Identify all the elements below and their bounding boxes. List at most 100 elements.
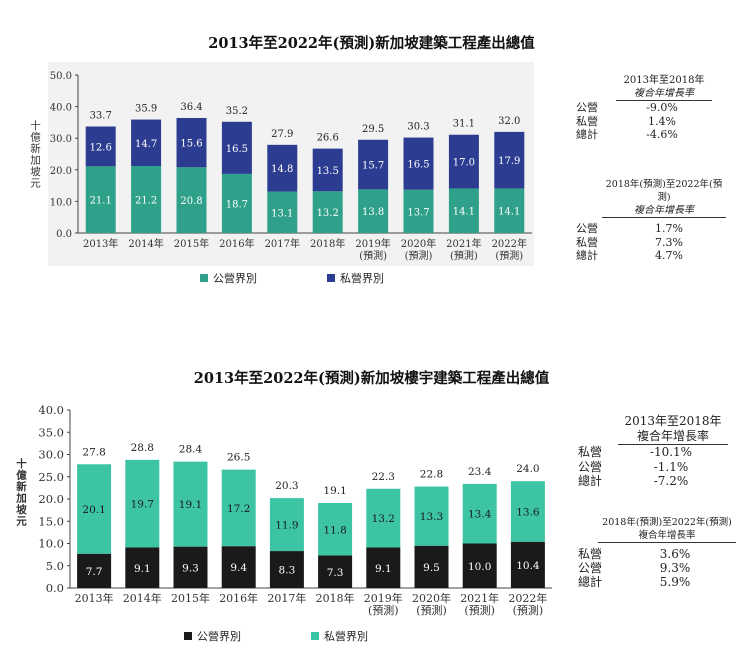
chart2-bar-private	[221, 469, 256, 547]
chart1-cagr-p1-header2: 複合年增長率	[616, 87, 712, 101]
chart2-y-tick-label: 20.0	[38, 492, 64, 506]
chart1-bar-private	[403, 137, 434, 190]
chart2-label-total: 26.5	[227, 452, 250, 464]
chart1-label-public: 14.1	[498, 207, 520, 218]
chart2-bar-public	[77, 553, 112, 588]
chart1-label-public: 13.8	[362, 207, 384, 218]
chart2-label-public: 10.0	[468, 561, 491, 573]
chart1-x-tick-label: 2014年	[128, 237, 163, 250]
chart2-label-public: 10.4	[516, 560, 540, 572]
chart2-bar-public	[221, 546, 256, 588]
chart2-x-tick-label-sub: (預測)	[416, 603, 447, 617]
chart2-bar-public	[125, 547, 160, 588]
chart2-label-public: 9.1	[134, 563, 151, 575]
chart1-x-tick-label: 2017年	[265, 237, 300, 250]
chart2-x-tick-label: 2014年	[123, 591, 162, 605]
chart2-x-tick-label: 2018年	[316, 591, 355, 605]
chart1-cagr-p1-row: 私營 1.4%	[576, 114, 676, 128]
chart2-y-tick-label: 5.0	[46, 559, 64, 573]
chart1-bar-private	[267, 144, 298, 192]
chart2-bar-private	[77, 464, 112, 554]
chart1-label-private: 15.6	[180, 139, 202, 150]
chart1-label-public: 18.7	[226, 199, 248, 210]
chart2-bar-public	[366, 547, 401, 588]
chart2-label-total: 20.3	[275, 480, 298, 492]
chart2-label-private: 19.1	[179, 499, 202, 511]
chart2-label-private: 13.6	[516, 506, 540, 518]
chart1-x-tick-label: 2013年	[83, 237, 118, 250]
chart1-y-tick-label: 50.0	[50, 71, 72, 82]
chart2-label-total: 28.4	[179, 444, 203, 456]
chart1-bar-private	[131, 119, 162, 167]
chart2-bar-private	[366, 488, 401, 548]
chart2-bar-private	[462, 483, 497, 544]
chart2-legend-public-swatch	[184, 632, 192, 640]
chart1-label-total: 36.4	[180, 102, 202, 113]
chart1-bar-public	[494, 188, 525, 233]
chart2-bar-private	[510, 481, 545, 542]
chart2-cagr-p1-header1: 2013年至2018年	[624, 414, 722, 428]
chart2-bar-public	[318, 555, 353, 588]
chart1-label-public: 13.1	[271, 208, 293, 219]
chart1-label-total: 33.7	[90, 111, 112, 122]
chart1-ylabel: 十億新加坡元	[29, 120, 41, 189]
chart1-bar-public	[312, 191, 343, 233]
chart1-x-tick-label: 2020年	[401, 237, 436, 250]
chart2-y-tick-label: 40.0	[38, 403, 64, 417]
chart2-cagr-p1-row: 總計 -7.2%	[578, 474, 689, 488]
chart1-cagr-p1-header1: 2013年至2018年	[623, 75, 705, 86]
chart2-bar-public	[462, 543, 497, 588]
chart2-y-tick-label: 15.0	[38, 514, 64, 528]
chart1-label-total: 32.0	[498, 116, 520, 127]
chart2-label-public: 9.4	[230, 562, 247, 574]
chart2-label-total: 23.4	[468, 466, 492, 478]
chart2-label-total: 28.8	[131, 442, 154, 454]
chart2-y-tick-label: 35.0	[38, 425, 64, 439]
chart2-bar-public	[269, 551, 304, 588]
chart2-legend-public-label: 公營界別	[197, 630, 241, 643]
chart1-label-private: 13.5	[317, 166, 339, 177]
chart2-legend-public: 公營界別	[184, 628, 241, 644]
chart2-ylabel: 十億新加坡元	[15, 458, 27, 527]
chart2-legend: 公營界別 私營界別	[184, 628, 368, 644]
chart1-label-public: 21.1	[90, 196, 112, 207]
chart2-cagr-p1-header2: 複合年增長率	[618, 429, 728, 445]
chart2-cagr-p2-header1: 2018年(預測)至2022年(預測)	[602, 517, 732, 528]
chart2-y-tick-label: 30.0	[38, 448, 64, 462]
chart1-legend-public-label: 公營界別	[213, 272, 257, 285]
chart2-cagr-p1-row: 私營 -10.1%	[578, 445, 693, 459]
chart2-label-public: 9.1	[375, 563, 392, 575]
chart2-label-public: 9.5	[423, 562, 440, 574]
chart2-label-public: 7.7	[86, 566, 103, 578]
chart2-cagr-p2-row: 公營 9.3%	[578, 561, 691, 575]
chart2-label-private: 13.2	[372, 513, 395, 525]
chart1-legend-public-swatch	[200, 274, 208, 282]
chart1-legend-private-label: 私營界別	[340, 272, 384, 285]
chart2-x-tick-label: 2013年	[75, 591, 114, 605]
chart2-x-tick-label: 2017年	[267, 591, 306, 605]
chart2-label-total: 27.8	[82, 446, 105, 458]
chart1-cagr-p2-row: 公營 1.7%	[576, 222, 683, 235]
chart2-y-tick-label: 0.0	[46, 581, 64, 595]
chart1-label-private: 15.7	[362, 161, 384, 172]
chart2-x-tick-label-sub: (預測)	[464, 603, 495, 617]
chart2-bar-private	[269, 498, 304, 552]
chart1-cagr-period2: 2018年(預測)至2022年(預測) 複合年增長率 公營 1.7% 私營 7.3%…	[576, 178, 726, 263]
chart1-bar-private	[221, 121, 252, 174]
chart2-cagr-period1: 2013年至2018年 複合年增長率 私營 -10.1% 公營 -1.1% 總計 -7…	[578, 414, 728, 489]
chart1-x-tick-label: 2016年	[219, 237, 254, 250]
chart2-cagr-p1-row: 公營 -1.1%	[578, 459, 689, 474]
chart2-cagr-p2-header2: 複合年增長率	[598, 529, 736, 543]
chart1-bar-public	[221, 173, 252, 233]
chart1-label-private: 12.6	[90, 142, 112, 153]
chart1-y-tick-label: 40.0	[50, 103, 72, 114]
chart1-bar-private	[85, 126, 116, 167]
chart1-label-total: 30.3	[407, 122, 429, 133]
chart1-bar-private	[312, 148, 343, 192]
chart2-x-tick-label: 2016年	[219, 591, 258, 605]
chart1-label-private: 14.7	[135, 139, 157, 150]
chart1-legend-private: 私營界別	[327, 270, 384, 286]
chart2-label-total: 24.0	[516, 463, 539, 475]
chart1-bar-public	[131, 166, 162, 233]
chart1-label-total: 35.9	[135, 104, 157, 115]
